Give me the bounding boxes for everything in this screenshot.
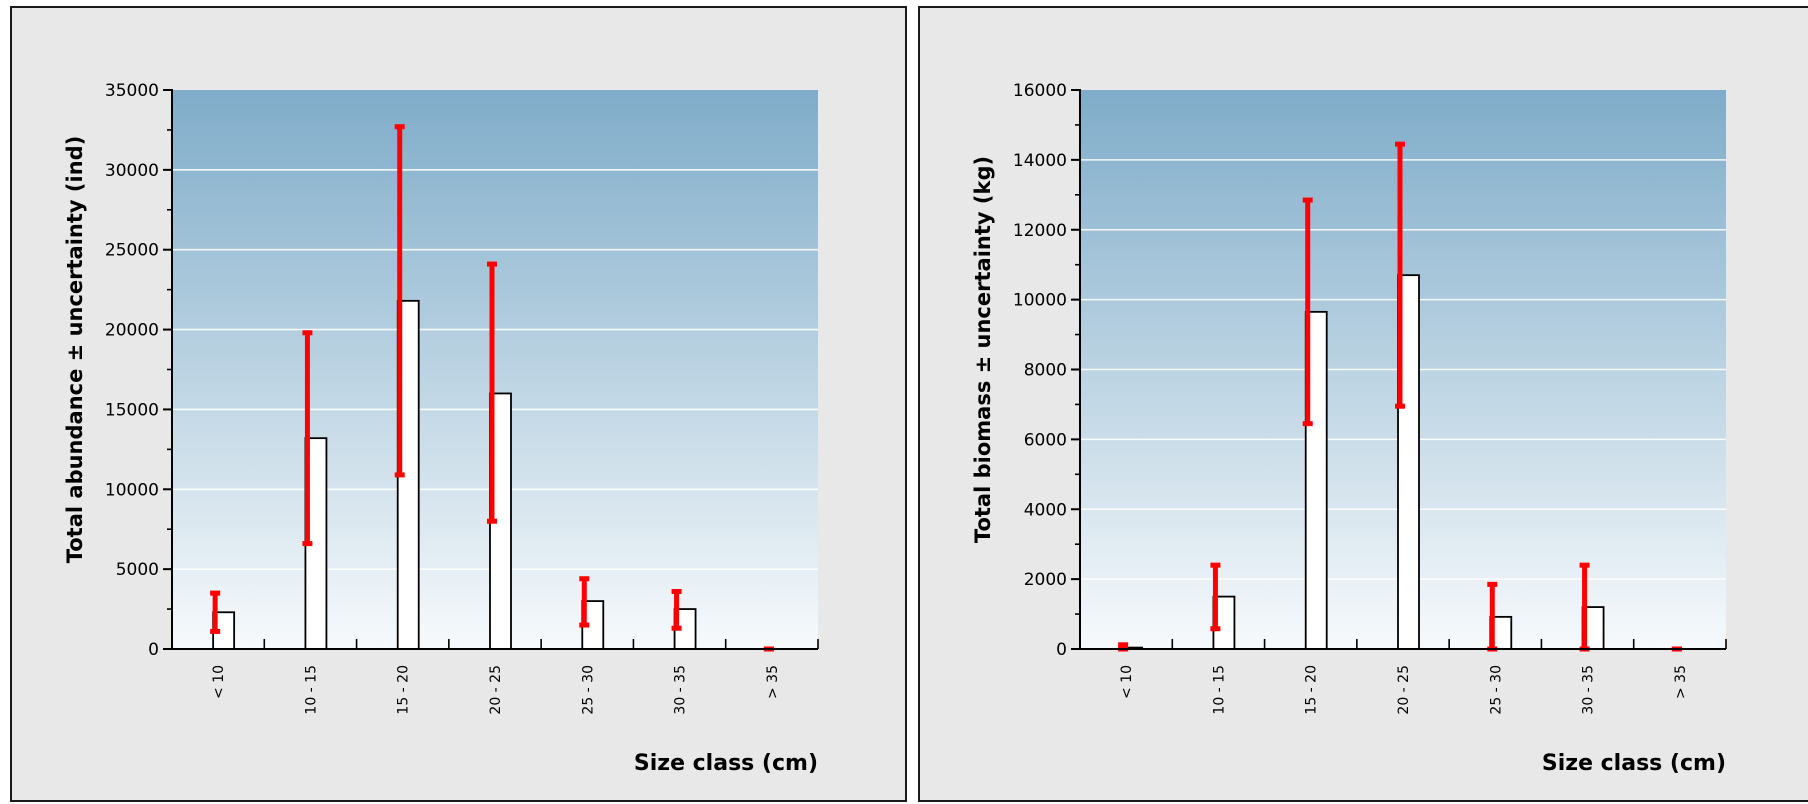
y-tick-label: 35000: [105, 81, 159, 101]
y-axis-title: Total abundance ± uncertainty (ind): [63, 136, 87, 564]
biomass-chart-svg: 0 2000 4000 6000 8000 10000 12000 14000 16000 < 1…: [971, 81, 1727, 776]
x-tick-label: 15 - 20: [396, 665, 412, 715]
y-tick-label: 16000: [1013, 81, 1067, 101]
error-bar: [1302, 197, 1313, 427]
y-axis-title: Total biomass ± uncertainty (kg): [971, 156, 995, 543]
error-bar: [302, 330, 313, 547]
error-bar: [1210, 562, 1221, 632]
y-tick-label: 4000: [1024, 500, 1067, 520]
y-tick-label: 6000: [1024, 430, 1067, 450]
x-tick-label: > 35: [765, 665, 781, 699]
x-tick-label: 20 - 25: [1396, 665, 1412, 715]
error-bar: [579, 576, 590, 628]
y-tick-label: 2000: [1024, 570, 1067, 590]
x-tick-label: 20 - 25: [488, 665, 504, 715]
x-tick-label: 30 - 35: [1581, 665, 1597, 715]
x-axis-title: Size class (cm): [1542, 751, 1726, 776]
y-tick-label: 25000: [105, 241, 159, 261]
error-bar: [671, 589, 682, 631]
x-tick-label: 30 - 35: [673, 665, 689, 715]
error-bar: [210, 590, 221, 634]
y-tick-label: 12000: [1013, 221, 1067, 241]
x-tick-label: > 35: [1673, 665, 1689, 699]
error-bar: [1395, 141, 1405, 409]
x-axis-title: Size class (cm): [634, 751, 818, 776]
y-tick-label: 30000: [105, 161, 159, 181]
y-tick-label: 5000: [116, 560, 159, 580]
error-bar: [394, 124, 405, 478]
x-tick-label: 25 - 30: [1488, 665, 1504, 715]
x-tick-label: 10 - 15: [303, 665, 319, 715]
y-tick-label: 10000: [105, 480, 159, 500]
abundance-chart-panel: 0 5000 10000 15000 20000 25000 30000 35000 < 10 1…: [10, 6, 907, 802]
y-tick-label: 15000: [105, 400, 159, 420]
error-bar: [487, 261, 497, 524]
y-tick-label: 14000: [1013, 151, 1067, 171]
x-tick-label: < 10: [211, 665, 227, 699]
y-tick-label: 0: [1056, 640, 1067, 660]
x-tick-label: 25 - 30: [580, 665, 596, 715]
y-tick-label: 20000: [105, 321, 159, 341]
x-tick-label: < 10: [1119, 665, 1135, 699]
y-tick-label: 0: [148, 640, 159, 660]
x-tick-label: 10 - 15: [1211, 665, 1227, 715]
x-tick-label: 15 - 20: [1304, 665, 1320, 715]
biomass-chart-panel: 0 2000 4000 6000 8000 10000 12000 14000 16000 < 1…: [918, 6, 1808, 802]
abundance-chart-svg: 0 5000 10000 15000 20000 25000 30000 35000 < 10 1…: [63, 81, 819, 776]
y-tick-label: 8000: [1024, 361, 1067, 381]
y-tick-label: 10000: [1013, 291, 1067, 311]
